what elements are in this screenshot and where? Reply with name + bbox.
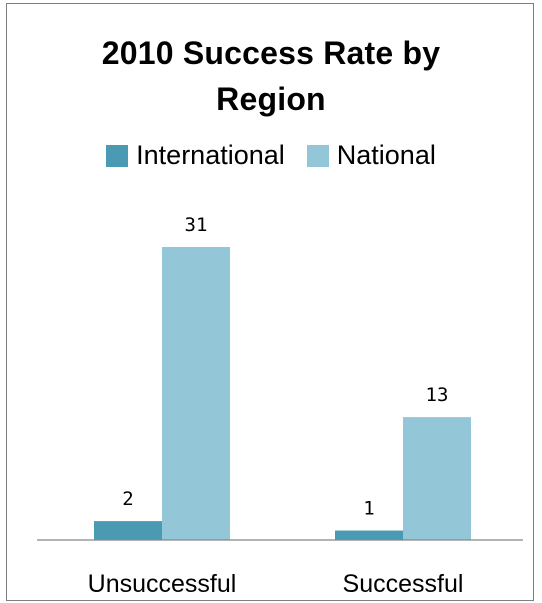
chart-title: 2010 Success Rate by Region [0,30,542,122]
bar-international-successful [335,530,403,540]
legend-item-international: International [106,140,285,171]
bar-national-unsuccessful [162,247,230,540]
x-tick-label-unsuccessful: Unsuccessful [88,570,237,598]
data-label-international-successful: 1 [363,498,374,520]
legend-label-national: National [336,140,436,170]
chart-title-line-1: 2010 Success Rate by [101,35,441,71]
bar-national-successful [403,417,471,540]
legend-swatch-national [306,144,329,167]
legend-item-national: National [306,140,436,171]
legend-swatch-international [106,144,129,167]
x-tick-label-successful: Successful [343,570,464,598]
legend-label-international: International [136,140,285,170]
data-label-international-unsuccessful: 2 [122,488,133,510]
data-label-national-successful: 13 [426,384,449,406]
data-label-national-unsuccessful: 31 [185,214,208,236]
chart-title-line-2: Region [216,81,326,117]
bar-international-unsuccessful [94,521,162,540]
legend: International National [0,140,542,171]
